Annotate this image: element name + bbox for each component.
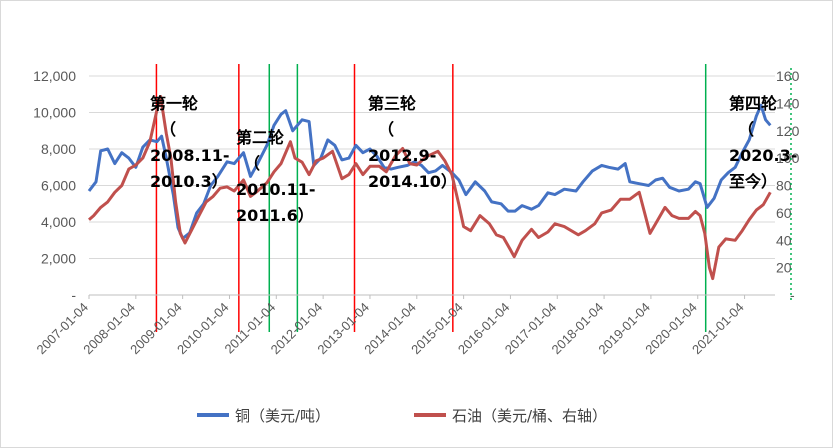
left-tick-label: 10,000 bbox=[33, 105, 76, 121]
annotation-text: 第四轮 bbox=[729, 94, 777, 113]
right-tick-label: 100 bbox=[776, 150, 800, 166]
right-tick-label: - bbox=[790, 287, 795, 303]
left-tick-label: 4,000 bbox=[41, 214, 76, 230]
x-axis-ticks: 2007-01-042008-01-042009-01-042010-01-04… bbox=[33, 295, 747, 357]
legend-label-oil: 石油（美元/桶、右轴） bbox=[452, 407, 607, 425]
annotation-text: 2020.3- bbox=[729, 146, 797, 165]
right-tick-label: 20 bbox=[776, 260, 792, 276]
annotation-text: （ bbox=[160, 120, 176, 139]
left-tick-label: 2,000 bbox=[41, 251, 76, 267]
gridlines bbox=[89, 75, 775, 259]
annotation-text: 2011.6） bbox=[236, 206, 314, 225]
annotation-text: 2010.3） bbox=[150, 172, 228, 191]
right-axis-ticks: 160 140 120 100 80 60 40 20 - bbox=[776, 68, 800, 303]
left-tick-label: 6,000 bbox=[41, 178, 76, 194]
annotation-text: （ bbox=[738, 120, 754, 139]
annotation-text: 2010.11- bbox=[236, 180, 316, 199]
annotation-text: 2008.11- bbox=[150, 146, 230, 165]
right-tick-label: 120 bbox=[776, 123, 800, 139]
annotation-text: 第一轮 bbox=[150, 94, 198, 113]
annotation-text: 第二轮 bbox=[236, 128, 284, 147]
right-tick-label: 60 bbox=[776, 205, 792, 221]
annotation-text: 至今） bbox=[729, 172, 777, 191]
annotation-text: （ bbox=[244, 154, 260, 173]
left-tick-label: 8,000 bbox=[41, 141, 76, 157]
series-lines bbox=[87, 95, 772, 281]
left-tick-label: - bbox=[71, 287, 76, 303]
legend: 铜（美元/吨） 石油（美元/桶、右轴） bbox=[197, 407, 607, 425]
annotation-text: 第三轮 bbox=[368, 94, 416, 113]
legend-label-copper: 铜（美元/吨） bbox=[235, 407, 330, 425]
right-tick-label: 40 bbox=[776, 232, 792, 248]
period-annotations: 第一轮 （ 2008.11- 2010.3） 第二轮 （ 2010.11- 2011.6） 第三… bbox=[150, 94, 797, 225]
copper-price-line bbox=[87, 103, 772, 240]
annotation-text: （ bbox=[378, 120, 394, 139]
left-axis-ticks: 12,000 10,000 8,000 6,000 4,000 2,000 - bbox=[33, 68, 76, 303]
right-tick-label: 140 bbox=[776, 95, 800, 111]
right-tick-label: 80 bbox=[776, 178, 792, 194]
left-tick-label: 12,000 bbox=[33, 68, 76, 84]
annotation-text: 2012.9- bbox=[368, 146, 436, 165]
annotation-text: 2014.10） bbox=[368, 172, 457, 191]
right-tick-label: 160 bbox=[776, 68, 800, 84]
oil-price-line bbox=[88, 95, 772, 281]
